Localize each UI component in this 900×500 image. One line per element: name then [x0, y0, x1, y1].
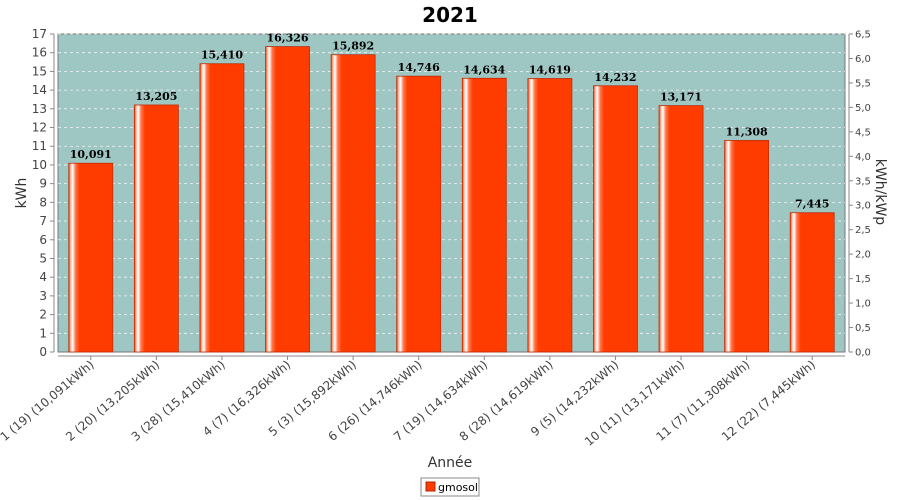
- y-tick-label: 6: [39, 233, 47, 247]
- bar: [396, 75, 442, 353]
- bar-value-label: 10,091: [70, 148, 112, 161]
- y-tick-label: 8: [39, 195, 47, 209]
- y-tick-label: 1: [39, 326, 47, 340]
- bar: [330, 54, 376, 353]
- y-right-tick-label: 6,5: [855, 30, 871, 41]
- legend-swatch: [425, 481, 436, 492]
- bar: [461, 77, 507, 353]
- bar: [724, 140, 770, 353]
- grid-lines: [58, 33, 845, 334]
- bar: [265, 46, 310, 353]
- y-tick-label: 10: [32, 158, 47, 172]
- y-tick-label: 11: [32, 139, 47, 153]
- y-right-tick-label: 5,0: [855, 103, 871, 114]
- y-tick-label: 9: [39, 177, 47, 191]
- legend: gmosol: [420, 477, 480, 497]
- y-tick-label: 12: [32, 121, 47, 135]
- y-right-tick-label: 0,5: [855, 323, 871, 334]
- x-axis: 1 (19) (10,091kWh)2 (20) (13,205kWh)3 (2…: [0, 355, 845, 449]
- y-right-tick-label: 5,5: [855, 78, 871, 89]
- bar: [199, 63, 245, 353]
- y-right-tick-label: 4,5: [855, 127, 871, 138]
- bar: [133, 104, 179, 353]
- y-right-tick-label: 0,0: [855, 348, 871, 359]
- plot-area: [57, 33, 846, 353]
- bar-value-label: 13,205: [135, 90, 177, 103]
- y-tick-label: 5: [39, 251, 47, 265]
- y-right-tick-label: 2,0: [855, 250, 871, 261]
- bar-value-label: 11,308: [726, 125, 768, 138]
- y-tick-label: 15: [32, 64, 47, 78]
- bar-value-label: 14,232: [594, 71, 636, 84]
- bar-value-label: 15,410: [201, 49, 243, 62]
- y-tick-label: 4: [39, 270, 47, 284]
- y-right-tick-label: 3,0: [855, 201, 871, 212]
- legend-label: gmosol: [438, 481, 478, 494]
- y-right-tick-label: 4,0: [855, 152, 871, 163]
- bar-value-label: 16,326: [266, 32, 308, 45]
- bars: 10,091 13,205 15,410 16,326 15,892 14,746 14,6…: [68, 32, 835, 353]
- bar: [658, 105, 704, 353]
- bar: [68, 162, 114, 353]
- y-axis-right: 0,0 0,5 1,0 1,5 2,0 2,5 3,0 3,5 4,0 4,5 5,0 5,5 6,0 6…: [848, 30, 871, 359]
- bar-value-label: 14,634: [463, 63, 505, 76]
- bar: [789, 212, 835, 353]
- bar-value-label: 13,171: [660, 91, 702, 104]
- y-right-tick-label: 6,0: [855, 54, 871, 65]
- chart-title: 2021: [422, 3, 478, 27]
- y-tick-label: 0: [39, 345, 47, 359]
- x-axis-title: Année: [428, 455, 473, 471]
- bar-value-label: 14,619: [529, 64, 571, 77]
- bar-value-label: 7,445: [795, 198, 829, 211]
- bar-value-label: 14,746: [398, 61, 440, 74]
- y-tick-label: 14: [32, 83, 47, 97]
- bar-value-label: 15,892: [332, 40, 374, 53]
- y-tick-label: 16: [32, 46, 47, 60]
- y-tick-label: 13: [32, 102, 47, 116]
- bar: [593, 85, 638, 353]
- y-axis-title: kWh: [14, 178, 30, 209]
- y-tick-label: 3: [39, 289, 47, 303]
- y-tick-label: 17: [32, 27, 47, 41]
- y-tick-label: 7: [39, 214, 47, 228]
- y-tick-label: 2: [39, 308, 47, 322]
- y-right-tick-label: 1,5: [855, 274, 871, 285]
- y-right-tick-label: 1,0: [855, 299, 871, 310]
- bar: [527, 78, 573, 353]
- y-right-tick-label: 3,5: [855, 176, 871, 187]
- y-axis-title-right: kWh/kWp: [872, 159, 888, 225]
- y-right-tick-label: 2,5: [855, 225, 871, 236]
